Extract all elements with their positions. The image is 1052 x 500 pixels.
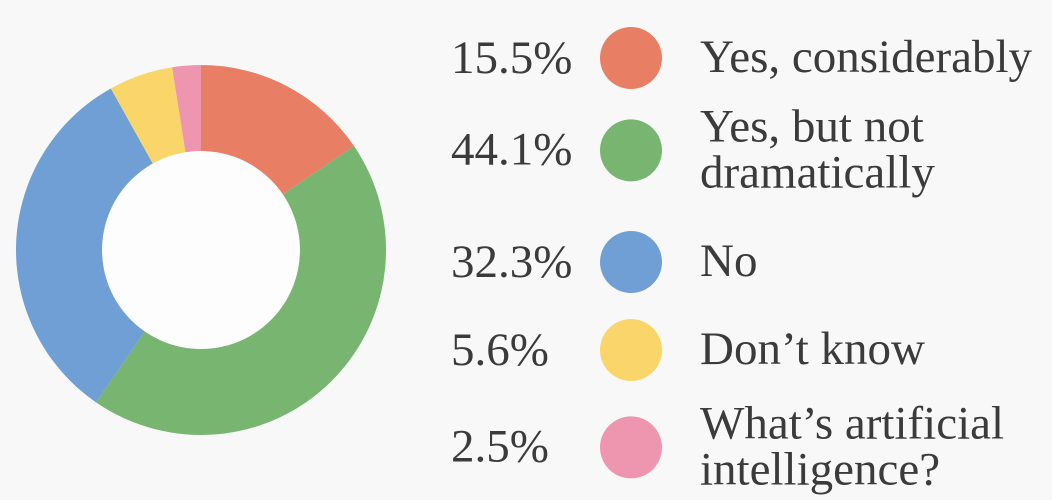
legend-percent: 2.5% bbox=[451, 420, 549, 473]
legend-label: No bbox=[700, 235, 758, 288]
legend-row: 2.5% What’s artificial intelligence? bbox=[451, 397, 1052, 495]
donut-hole bbox=[102, 151, 300, 349]
legend-row: 5.6% Don’t know bbox=[451, 319, 1052, 381]
legend-row: 15.5% Yes, considerably bbox=[451, 27, 1052, 89]
legend-row: 32.3% No bbox=[451, 231, 1052, 293]
legend-label: Yes, but not dramatically bbox=[700, 100, 935, 198]
legend-percent: 15.5% bbox=[451, 31, 573, 84]
legend-swatch-icon bbox=[600, 27, 662, 89]
donut-chart bbox=[16, 65, 386, 435]
legend-row: 44.1% Yes, but not dramatically bbox=[451, 100, 1052, 198]
legend-label: What’s artificial intelligence? bbox=[700, 397, 1005, 495]
legend-swatch-icon bbox=[600, 319, 662, 381]
legend-percent: 44.1% bbox=[451, 123, 573, 176]
legend-label: Don’t know bbox=[700, 323, 925, 376]
legend-swatch-icon bbox=[600, 416, 662, 478]
legend-percent: 5.6% bbox=[451, 323, 549, 376]
legend-percent: 32.3% bbox=[451, 235, 573, 288]
legend-label: Yes, considerably bbox=[700, 31, 1033, 84]
legend-swatch-icon bbox=[600, 231, 662, 293]
legend-swatch-icon bbox=[600, 119, 662, 181]
